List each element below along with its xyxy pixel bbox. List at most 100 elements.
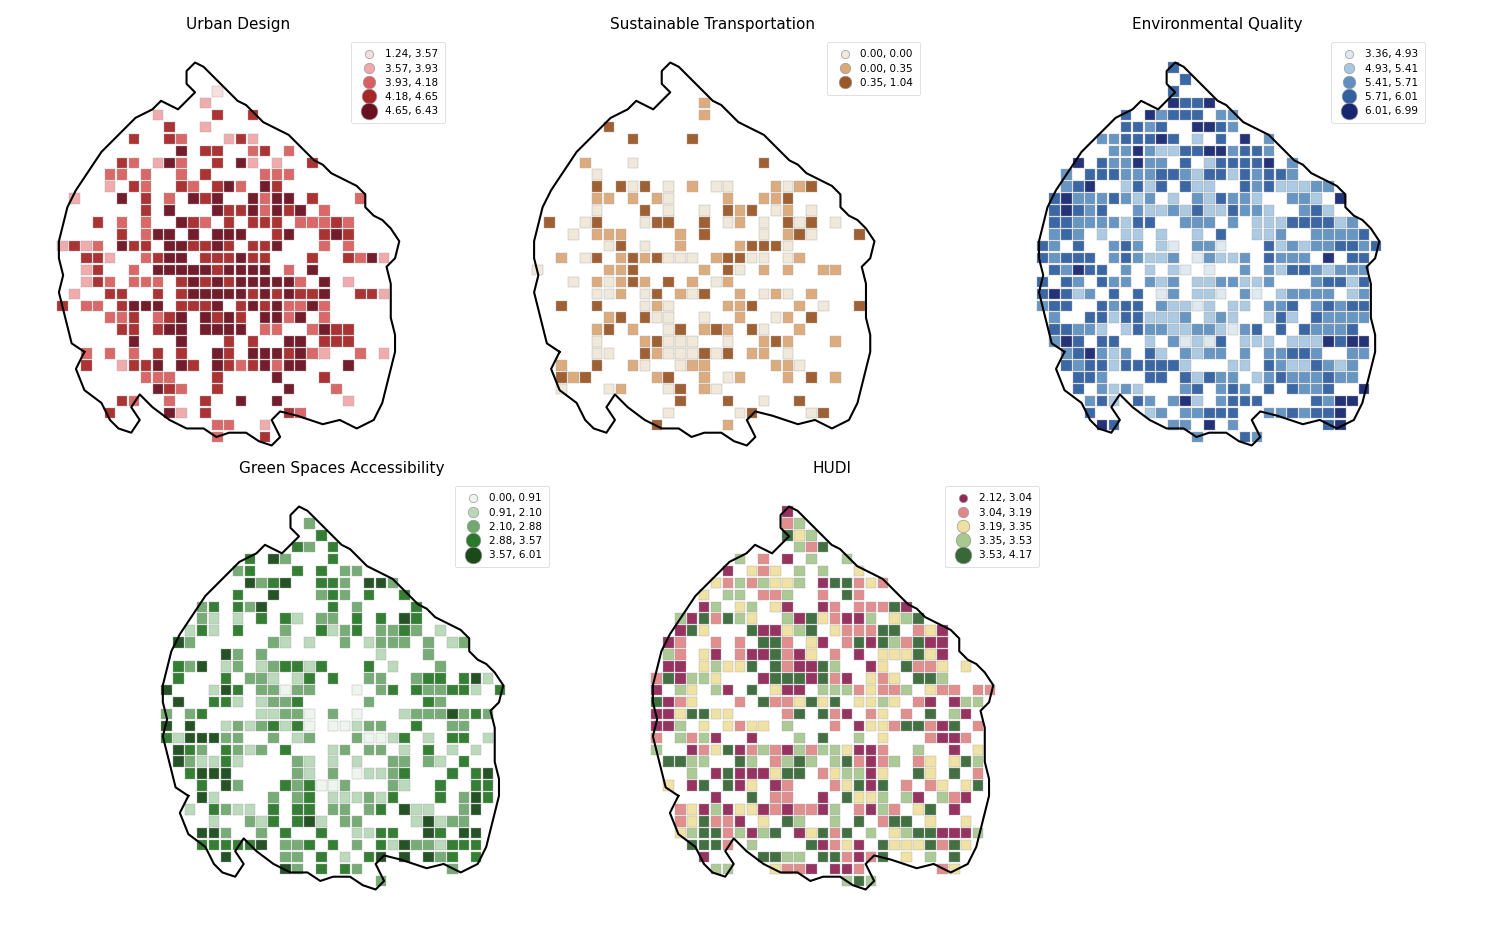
Bar bbox=[177, 265, 187, 276]
Bar bbox=[854, 852, 864, 862]
Bar bbox=[117, 169, 128, 180]
Bar bbox=[1121, 110, 1132, 120]
Bar bbox=[783, 217, 793, 228]
Bar bbox=[937, 781, 947, 791]
Bar bbox=[866, 578, 876, 588]
Bar bbox=[212, 253, 223, 264]
Bar bbox=[854, 601, 864, 612]
Bar bbox=[1287, 360, 1298, 371]
Bar bbox=[129, 265, 140, 276]
Bar bbox=[1062, 360, 1072, 371]
Bar bbox=[818, 589, 829, 600]
Bar bbox=[248, 301, 258, 311]
Bar bbox=[177, 337, 187, 347]
Bar bbox=[364, 733, 374, 743]
Bar bbox=[1133, 181, 1143, 191]
Bar bbox=[257, 721, 267, 731]
Bar bbox=[364, 721, 374, 731]
Bar bbox=[723, 348, 734, 359]
Bar bbox=[1145, 122, 1155, 132]
Bar bbox=[281, 613, 291, 624]
Bar bbox=[316, 613, 327, 624]
Bar bbox=[117, 396, 128, 406]
Bar bbox=[842, 554, 852, 564]
Bar bbox=[281, 709, 291, 720]
Bar bbox=[1121, 265, 1132, 276]
Title: Urban Design: Urban Design bbox=[186, 17, 290, 31]
Bar bbox=[794, 661, 805, 672]
Bar bbox=[1074, 193, 1084, 204]
Bar bbox=[376, 637, 386, 647]
Bar bbox=[212, 420, 223, 430]
Legend: 2.12, 3.04, 3.04, 3.19, 3.19, 3.35, 3.35, 3.53, 3.53, 4.17: 2.12, 3.04, 3.04, 3.19, 3.19, 3.35, 3.35… bbox=[946, 487, 1040, 567]
Bar bbox=[471, 673, 481, 684]
Bar bbox=[316, 578, 327, 588]
Bar bbox=[759, 348, 769, 359]
Bar bbox=[1240, 384, 1250, 394]
Bar bbox=[388, 792, 398, 803]
Bar bbox=[1074, 157, 1084, 168]
Bar bbox=[423, 757, 434, 767]
Bar bbox=[783, 360, 793, 371]
Bar bbox=[304, 804, 315, 815]
Bar bbox=[688, 781, 698, 791]
Bar bbox=[1181, 360, 1191, 371]
Bar bbox=[174, 637, 184, 647]
Bar bbox=[747, 781, 757, 791]
Bar bbox=[1252, 229, 1262, 240]
Bar bbox=[854, 649, 864, 660]
Bar bbox=[1228, 360, 1238, 371]
Bar bbox=[483, 792, 493, 803]
Bar bbox=[1169, 134, 1179, 144]
Bar bbox=[293, 709, 303, 720]
Bar bbox=[1192, 193, 1203, 204]
Bar bbox=[1181, 145, 1191, 156]
Bar bbox=[340, 745, 350, 755]
Bar bbox=[153, 277, 163, 287]
Bar bbox=[794, 578, 805, 588]
Bar bbox=[435, 816, 445, 827]
Bar bbox=[771, 181, 781, 191]
Bar bbox=[1335, 217, 1345, 228]
Bar bbox=[830, 661, 841, 672]
Bar bbox=[1192, 396, 1203, 406]
Bar bbox=[364, 804, 374, 815]
Bar bbox=[890, 649, 900, 660]
Bar bbox=[973, 697, 983, 708]
Bar bbox=[1145, 313, 1155, 323]
Bar bbox=[699, 98, 710, 108]
Bar bbox=[664, 709, 674, 720]
Bar bbox=[343, 217, 353, 228]
Bar bbox=[1264, 301, 1274, 311]
Bar bbox=[304, 685, 315, 696]
Bar bbox=[1204, 408, 1215, 418]
Bar bbox=[759, 157, 769, 168]
Bar bbox=[284, 360, 294, 371]
Bar bbox=[640, 337, 650, 347]
Bar bbox=[1192, 337, 1203, 347]
Bar bbox=[913, 697, 924, 708]
Bar bbox=[435, 661, 445, 672]
Bar bbox=[794, 852, 805, 862]
Bar bbox=[806, 313, 817, 323]
Bar bbox=[189, 193, 199, 204]
Bar bbox=[257, 613, 267, 624]
Bar bbox=[221, 673, 232, 684]
Bar bbox=[260, 193, 270, 204]
Bar bbox=[1335, 396, 1345, 406]
Bar bbox=[688, 709, 698, 720]
Bar bbox=[664, 372, 674, 383]
Bar bbox=[937, 733, 947, 743]
Bar bbox=[1323, 241, 1334, 252]
Bar bbox=[1311, 360, 1322, 371]
Bar bbox=[248, 193, 258, 204]
Bar bbox=[200, 98, 211, 108]
Bar bbox=[961, 816, 971, 827]
Bar bbox=[307, 289, 318, 299]
Bar bbox=[949, 721, 959, 731]
Bar bbox=[842, 625, 852, 635]
Bar bbox=[688, 685, 698, 696]
Bar bbox=[224, 337, 235, 347]
Bar bbox=[676, 360, 686, 371]
Bar bbox=[272, 241, 282, 252]
